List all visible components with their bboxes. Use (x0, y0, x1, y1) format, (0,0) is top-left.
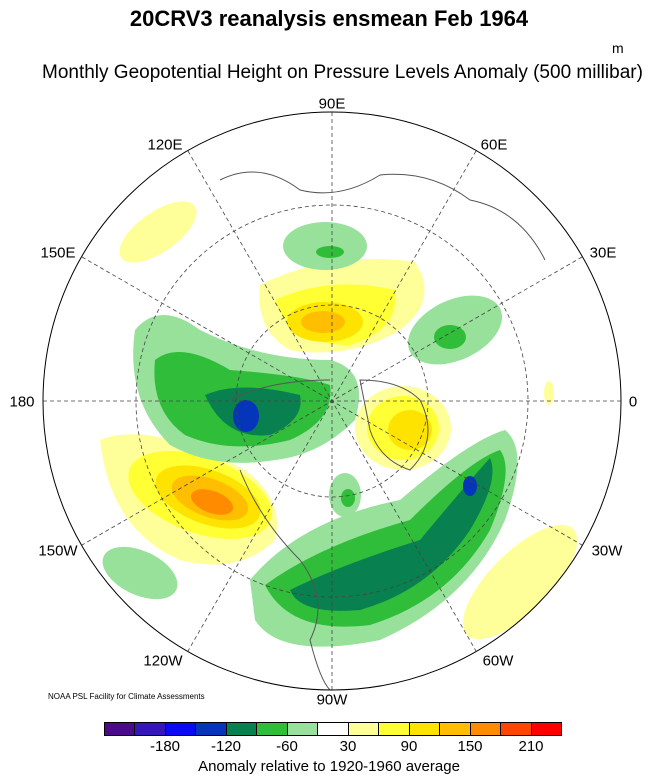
colorbar-tick: 210 (518, 738, 544, 755)
colorbar-swatch (531, 723, 562, 735)
negative-anomaly (341, 489, 355, 507)
lon-label-90w: 90W (316, 691, 348, 709)
anomaly-field (100, 201, 578, 647)
colorbar-swatch (409, 723, 441, 735)
lon-label-60w: 60W (482, 652, 514, 670)
colorbar-swatch (257, 723, 288, 735)
negative-anomaly (290, 458, 493, 611)
colorbar-tick: 90 (400, 738, 418, 755)
lon-label-60e: 60E (480, 136, 508, 154)
lon-label-120w: 120W (143, 652, 183, 670)
lon-label-30w: 30W (591, 542, 623, 560)
negative-anomaly (283, 222, 367, 270)
map-border (42, 111, 622, 691)
colorbar-tick: -180 (149, 738, 181, 755)
colorbar-tick: -120 (210, 738, 242, 755)
unit-label: m (612, 40, 624, 56)
lon-label-180: 180 (9, 393, 35, 411)
lon-label-0: 0 (628, 393, 638, 411)
colorbar-tick: -60 (276, 738, 298, 755)
colorbar-swatch (470, 723, 502, 735)
colorbar-swatch (348, 723, 380, 735)
colorbar-swatch (287, 723, 319, 735)
lon-label-120e: 120E (147, 136, 183, 154)
plot-title: 20CRV3 reanalysis ensmean Feb 1964 (129, 6, 529, 31)
colorbar-swatch (379, 723, 410, 735)
colorbar-tick: 150 (457, 738, 483, 755)
positive-anomaly (119, 201, 197, 263)
positive-anomaly (301, 311, 345, 333)
plot-subtitle: Monthly Geopotential Height on Pressure … (42, 62, 643, 83)
colorbar-swatch (165, 723, 197, 735)
negative-anomaly (102, 546, 178, 600)
colorbar-swatch (318, 723, 349, 735)
graticule (43, 112, 621, 690)
positive-anomaly (544, 381, 554, 405)
lon-label-150w: 150W (38, 542, 78, 560)
colorbar-title: Anomaly relative to 1920-1960 average (198, 758, 460, 775)
coastlines (219, 171, 546, 691)
credit-text: NOAA PSL Facility for Climate Assessment… (48, 692, 205, 701)
colorbar-swatch (501, 723, 532, 735)
colorbar-swatch (135, 723, 166, 735)
colorbar-swatch (226, 723, 258, 735)
lon-label-90e: 90E (318, 95, 346, 113)
negative-anomaly (434, 325, 466, 349)
positive-anomaly (462, 524, 578, 640)
lon-label-30e: 30E (589, 244, 617, 262)
colorbar-swatch (105, 723, 136, 735)
colorbar-swatch (196, 723, 227, 735)
negative-anomaly (316, 246, 344, 258)
lon-label-150e: 150E (40, 244, 76, 262)
positive-anomaly (388, 410, 432, 450)
negative-anomaly (233, 400, 259, 432)
negative-anomaly (463, 476, 477, 496)
colorbar-swatch (440, 723, 471, 735)
colorbar (104, 722, 562, 736)
positive-anomaly (190, 489, 234, 515)
colorbar-tick: 30 (339, 738, 357, 755)
